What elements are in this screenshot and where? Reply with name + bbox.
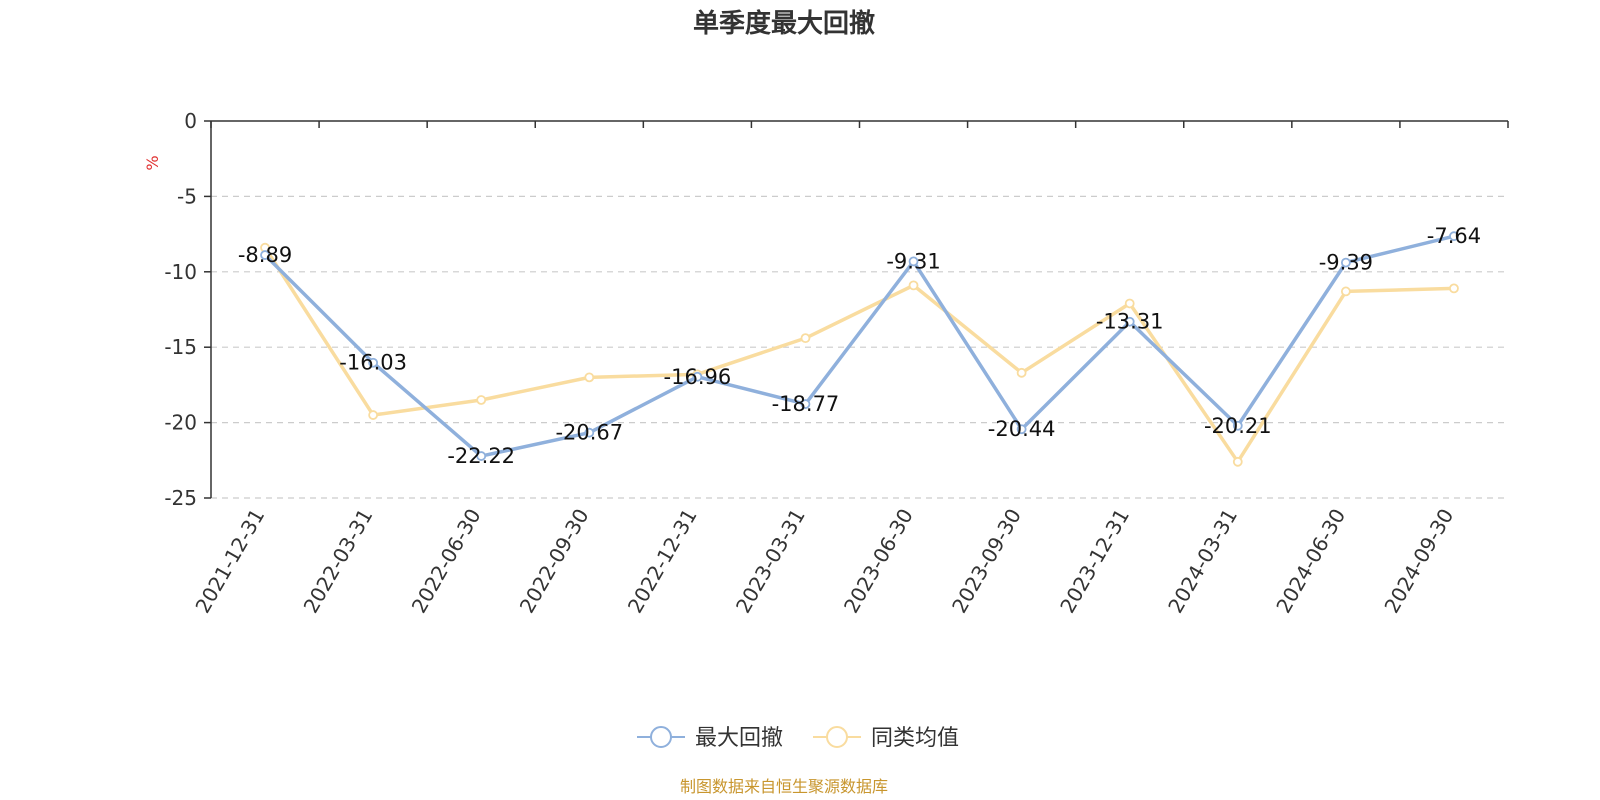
legend-item[interactable]: 同类均值 xyxy=(813,726,959,751)
data-point xyxy=(1449,283,1459,294)
x-tick-label: 2024-06-30 xyxy=(1271,505,1350,618)
data-point xyxy=(368,357,379,368)
series-line xyxy=(263,234,1456,458)
y-tick-label: -5 xyxy=(177,184,197,208)
data-point xyxy=(368,410,379,420)
data-label: -13.31 xyxy=(1096,310,1164,334)
data-point xyxy=(1340,286,1351,297)
series-2 xyxy=(260,242,1459,467)
y-tick-label: 0 xyxy=(184,109,197,133)
legend-circle-icon xyxy=(650,726,672,748)
legend: 最大回撤 同类均值 xyxy=(637,726,959,751)
x-tick-label: 2023-12-31 xyxy=(1055,505,1134,618)
x-tick-label: 2022-09-30 xyxy=(515,505,594,618)
data-point xyxy=(1232,420,1243,431)
x-tick-label: 2024-09-30 xyxy=(1379,505,1458,618)
data-point xyxy=(1340,257,1351,268)
data-point xyxy=(1016,424,1027,435)
chart-title: 单季度最大回撤 xyxy=(693,8,875,39)
data-label: -16.96 xyxy=(664,365,732,389)
data-point xyxy=(476,451,487,461)
data-point xyxy=(908,280,919,291)
x-tick-labels: 2021-12-31 2022-03-31 2022-06-30 2022-09-30… xyxy=(190,505,1458,618)
series-1 xyxy=(260,231,1459,461)
x-tick-label: 2023-09-30 xyxy=(947,505,1026,618)
legend-label: 同类均值 xyxy=(871,726,959,751)
y-tick-label: -10 xyxy=(164,260,197,284)
data-point xyxy=(1449,231,1459,242)
data-label: -20.67 xyxy=(555,421,623,445)
data-label: -20.21 xyxy=(1204,414,1272,438)
data-label: -18.77 xyxy=(772,392,840,416)
data-label: -7.64 xyxy=(1427,224,1481,248)
data-point xyxy=(692,371,703,382)
y-tick-label: -25 xyxy=(164,486,197,510)
data-point xyxy=(584,372,595,383)
legend-label: 最大回撤 xyxy=(695,726,783,751)
x-tick-label: 2022-03-31 xyxy=(299,505,378,618)
series xyxy=(260,231,1459,467)
data-point xyxy=(1124,316,1135,327)
data-label: -20.44 xyxy=(988,417,1056,441)
x-tick-label: 2023-03-31 xyxy=(731,505,810,618)
axes xyxy=(204,120,1509,499)
y-axis-unit: % xyxy=(143,155,162,170)
data-label: -16.03 xyxy=(339,351,407,375)
x-tick-label: 2024-03-31 xyxy=(1163,505,1242,618)
x-tick-label: 2022-12-31 xyxy=(623,505,702,618)
x-tick-label: 2023-06-30 xyxy=(839,505,918,618)
y-tick-label: -20 xyxy=(164,411,197,435)
legend-item[interactable]: 最大回撤 xyxy=(637,726,783,751)
data-label: -8.89 xyxy=(238,243,292,267)
data-point xyxy=(584,427,595,438)
y-tick-label: -15 xyxy=(164,335,197,359)
x-tick-label: 2021-12-31 xyxy=(190,505,269,618)
data-point xyxy=(476,395,487,405)
data-label: -9.31 xyxy=(886,249,940,273)
data-point xyxy=(260,250,270,260)
data-point xyxy=(1124,298,1135,309)
data-point xyxy=(1016,367,1027,378)
legend-circle-icon xyxy=(826,726,848,748)
grid-lines xyxy=(211,195,1508,499)
x-tick-label: 2022-06-30 xyxy=(407,505,486,618)
data-point xyxy=(1232,456,1243,467)
series-line xyxy=(263,245,1456,464)
data-point xyxy=(800,333,811,344)
source-note: 制图数据来自恒生聚源数据库 xyxy=(680,777,888,796)
data-label: -22.22 xyxy=(447,444,515,468)
data-point xyxy=(800,399,811,409)
data-point xyxy=(908,256,919,267)
data-label: -9.39 xyxy=(1319,251,1373,275)
data-labels: -8.89 -16.03 -22.22 -20.67 -16.96 -18.77 -9.31… xyxy=(238,224,1481,468)
y-tick-labels: 0 -5 -10 -15 -20 -25 xyxy=(164,109,197,510)
